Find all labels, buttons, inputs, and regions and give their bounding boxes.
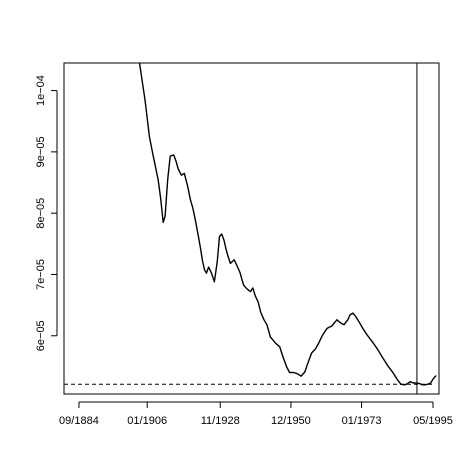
y-tick-label: 6e−05 [35, 320, 47, 351]
x-tick-label: 01/1973 [342, 415, 382, 427]
y-axis: 6e−05 7e−05 8e−05 9e−05 1e−04 [35, 75, 58, 351]
y-tick-label: 1e−04 [35, 75, 47, 106]
x-tick-label: 11/1928 [201, 415, 240, 427]
x-tick-label: 05/1995 [413, 415, 453, 427]
x-axis: 09/1884 01/1906 11/1928 12/1950 01/1973 05/19… [59, 401, 453, 427]
x-tick-label: 01/1906 [127, 415, 167, 427]
plot-frame [63, 62, 440, 395]
y-tick-label: 8e−05 [35, 198, 47, 229]
y-tick-label: 9e−05 [35, 136, 47, 167]
y-tick-label: 7e−05 [35, 259, 47, 290]
series-layer [64, 62, 437, 394]
x-tick-label: 09/1884 [59, 415, 99, 427]
x-tick-label: 12/1950 [271, 415, 311, 427]
series-line [138, 62, 437, 386]
